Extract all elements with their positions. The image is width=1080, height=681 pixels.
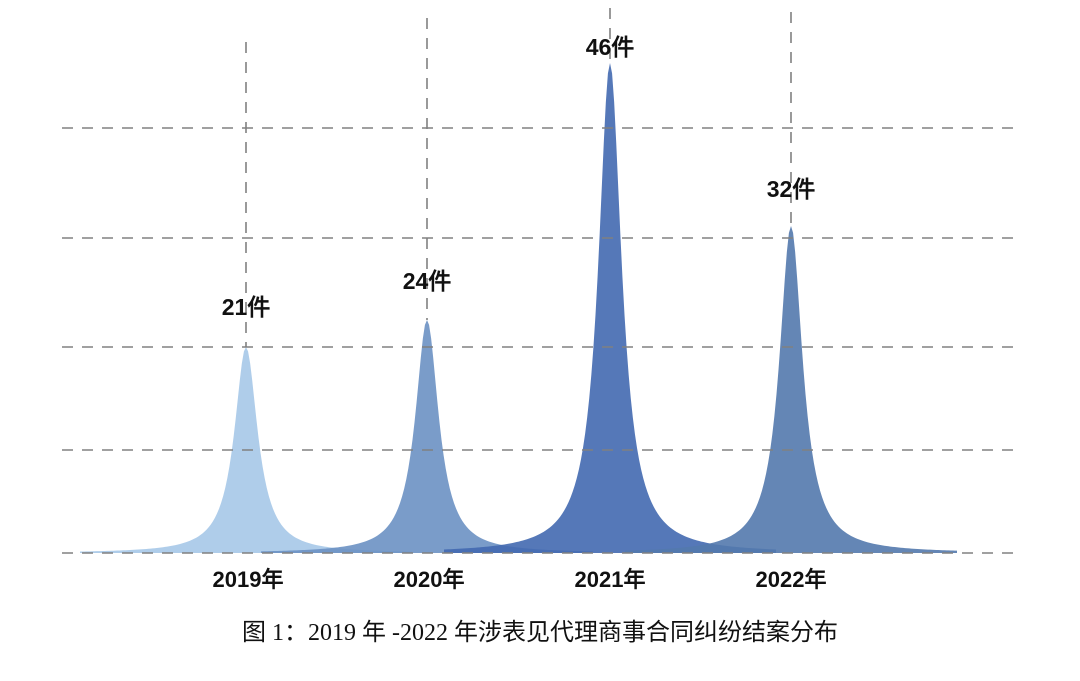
spike-series	[80, 63, 957, 553]
value-label-2021: 46件	[585, 34, 635, 60]
category-label-2022: 2022年	[755, 567, 827, 592]
category-label-2021: 2021年	[574, 567, 646, 592]
value-label-2022: 32件	[766, 176, 816, 202]
horizontal-gridlines	[62, 127, 1018, 554]
spike-2021	[444, 63, 776, 553]
category-label-2020: 2020年	[393, 567, 465, 592]
value-label-2020: 24件	[402, 268, 452, 294]
value-label-2019: 21件	[221, 294, 271, 320]
figure-caption: 图 1：2019 年 -2022 年涉表见代理商事合同纠纷结案分布	[242, 620, 838, 646]
spike-2020	[261, 320, 593, 553]
spike-2022	[625, 226, 957, 553]
peak-guide-lines	[245, 8, 792, 347]
category-label-2019: 2019年	[212, 567, 284, 592]
